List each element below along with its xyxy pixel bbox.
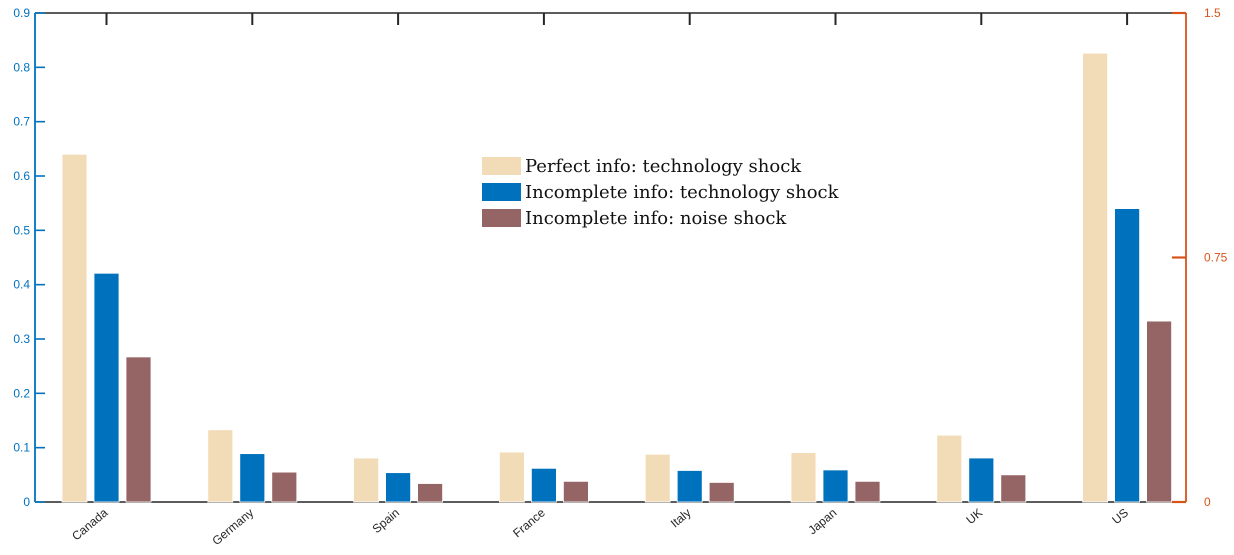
bar — [1146, 320, 1172, 503]
x-tick-label: UK — [963, 506, 985, 527]
legend-swatch — [482, 157, 521, 175]
x-axis-tick-labels: Canada Germany Spain France Italy Japan UK US — [69, 505, 1131, 548]
left-tick-label: 0.9 — [13, 6, 30, 20]
left-tick-label: 0.5 — [13, 223, 30, 237]
x-tick-label: Spain — [370, 506, 403, 536]
x-tick-label: France — [510, 505, 548, 540]
bar — [708, 482, 735, 503]
right-y-axis: 0 0.75 1.5 — [1172, 6, 1228, 509]
bar — [1082, 52, 1108, 503]
legend-swatch — [482, 209, 521, 227]
left-tick-label: 0.7 — [13, 115, 30, 129]
left-tick-label: 0.4 — [13, 278, 30, 292]
bar — [271, 471, 298, 503]
x-tick-label: US — [1109, 506, 1131, 527]
bar — [1000, 474, 1027, 503]
left-tick-label: 0.2 — [13, 386, 30, 400]
left-tick-label: 0 — [23, 495, 30, 509]
bar — [239, 453, 266, 503]
left-tick-label: 0.1 — [13, 441, 30, 455]
x-tick-label: Canada — [69, 505, 110, 543]
x-tick-label: Germany — [209, 506, 256, 548]
bar — [644, 453, 671, 503]
bar — [854, 480, 881, 503]
top-ticks — [105, 13, 1129, 25]
bar — [822, 469, 849, 503]
x-tick-label: Japan — [805, 506, 839, 538]
right-tick-label: 0 — [1204, 495, 1211, 509]
bar — [498, 451, 525, 503]
bar — [207, 429, 234, 503]
bar — [125, 356, 152, 503]
bar — [385, 472, 412, 503]
bar — [353, 457, 380, 503]
left-tick-label: 0.6 — [13, 169, 30, 183]
legend-label: Incomplete info: noise shock — [525, 208, 787, 229]
bar — [936, 434, 963, 503]
bar — [531, 467, 557, 503]
right-tick-label: 1.5 — [1204, 6, 1221, 20]
legend-label: Perfect info: technology shock — [525, 156, 802, 177]
plot-frame — [34, 12, 1187, 503]
bar — [417, 483, 444, 503]
bar — [93, 272, 120, 503]
bar — [790, 452, 817, 503]
bar — [968, 457, 995, 503]
left-y-axis: 0 0.1 0.2 0.3 0.4 0.5 0.6 0.7 0.8 0.9 — [13, 6, 45, 509]
left-tick-label: 0.8 — [13, 60, 30, 74]
legend-swatch — [482, 183, 521, 201]
bar — [676, 470, 703, 503]
left-tick-label: 0.3 — [13, 332, 30, 346]
bars — [61, 52, 1172, 503]
x-tick-label: Italy — [668, 506, 694, 531]
legend: Perfect info: technology shock Incomplete… — [482, 156, 840, 229]
bar — [563, 480, 589, 503]
right-tick-label: 0.75 — [1204, 251, 1228, 265]
bar — [1114, 208, 1140, 503]
bar — [61, 153, 88, 503]
legend-label: Incomplete info: technology shock — [525, 182, 840, 203]
